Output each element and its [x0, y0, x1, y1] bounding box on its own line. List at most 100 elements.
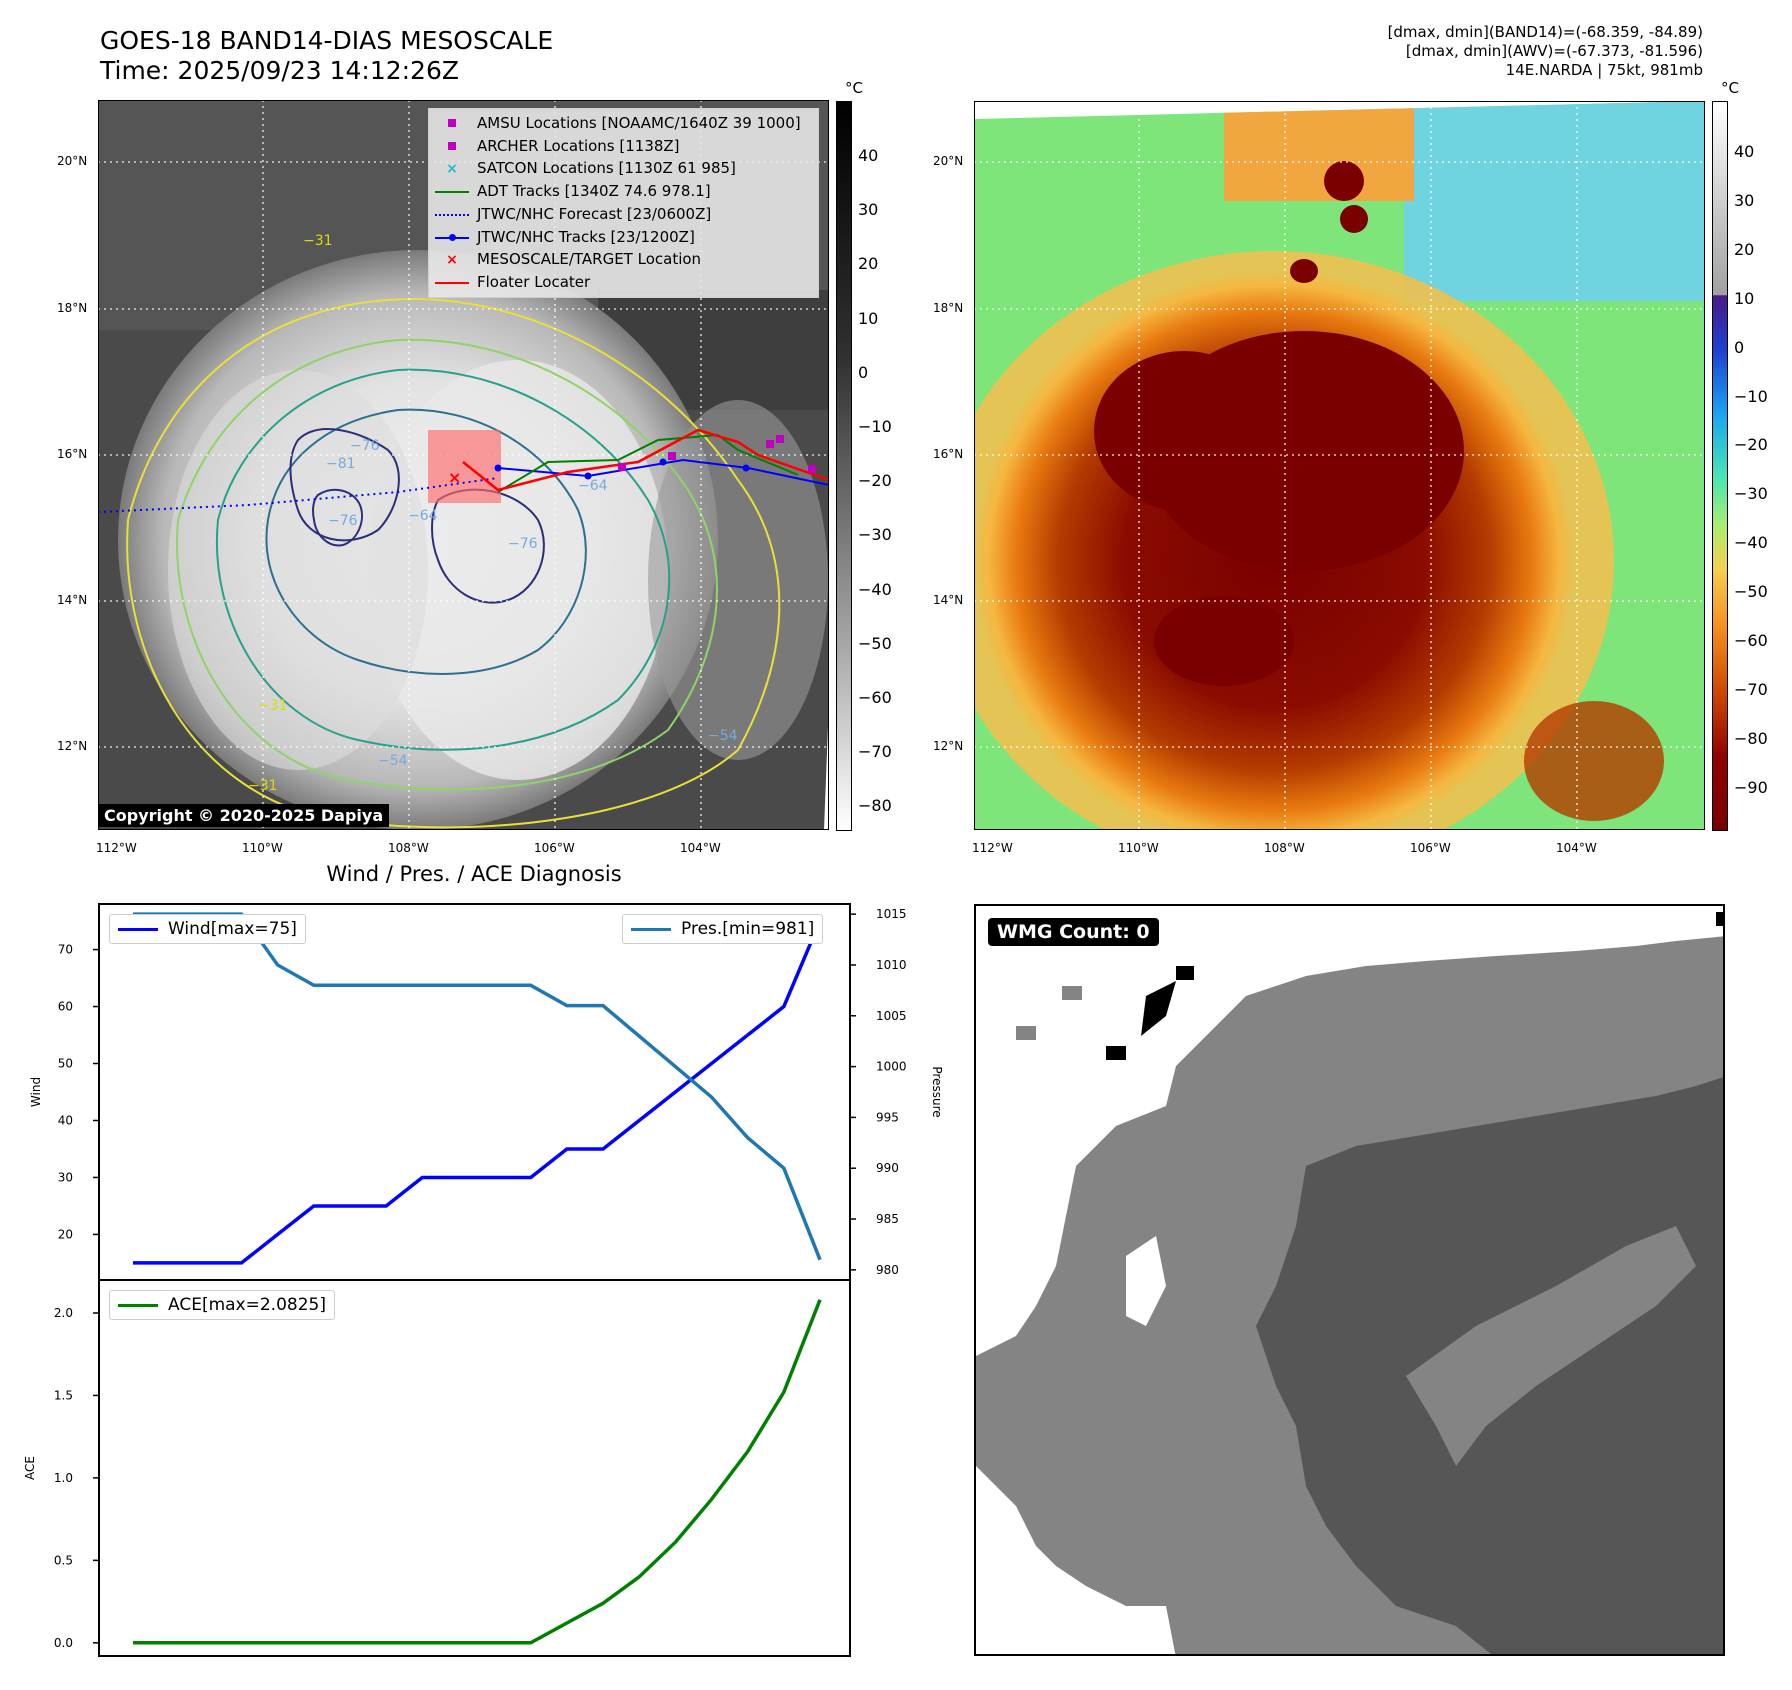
legend-satcon: × SATCON Locations [1130Z 61 985]: [446, 159, 736, 178]
wind-legend: Wind[max=75]: [109, 914, 306, 944]
ace-axes: [98, 1279, 851, 1657]
legend-archer: ARCHER Locations [1138Z]: [435, 135, 810, 158]
enhanced-map-panel[interactable]: [973, 100, 1706, 831]
colorbar-left-tick: 40: [858, 146, 879, 165]
figure-title: GOES-18 BAND14-DIAS MESOSCALE Time: 2025…: [100, 26, 553, 86]
wind-pres-axes: [98, 903, 851, 1281]
info-line3: 14E.NARDA | 75kt, 981mb: [1505, 61, 1703, 79]
enhanced-map-image: [973, 100, 1706, 831]
pressure-tick-label: 1000: [876, 1060, 907, 1074]
pressure-tick-label: 980: [876, 1263, 899, 1277]
legend-amsu: AMSU Locations [NOAAMC/1640Z 39 1000]: [435, 112, 810, 135]
colorbar-right-tick: 20: [1734, 239, 1755, 259]
lon-tick: 108°W: [388, 841, 429, 855]
lat-tick: 18°N: [57, 301, 88, 315]
floater-box: [428, 430, 501, 503]
legend-adt: ADT Tracks [1340Z 74.6 978.1]: [435, 180, 810, 203]
colorbar-left-tick: −10: [858, 417, 892, 436]
wmg-image: [976, 912, 1723, 1654]
colorbar-left-tick: −40: [858, 579, 892, 599]
colorbar-right-tick: −90: [1734, 777, 1768, 797]
colorbar-right-unit: °C: [1721, 79, 1739, 97]
svg-text:−31: −31: [248, 778, 278, 794]
pressure-tick-label: 1005: [876, 1009, 907, 1023]
wind-ylabel: Wind: [29, 1077, 43, 1107]
lon-tick: 110°W: [1118, 841, 1159, 855]
lat-tick: 14°N: [933, 593, 964, 607]
title-line2: Time: 2025/09/23 14:12:26Z: [100, 56, 459, 85]
ace-tick-label: 1.5: [54, 1388, 73, 1402]
colorbar-left-tick: −30: [858, 525, 892, 545]
colorbar-left-tick: 10: [858, 308, 879, 328]
lon-tick: 104°W: [1556, 841, 1597, 855]
pressure-tick-label: 985: [876, 1212, 899, 1226]
wind-legend-swatch: [118, 927, 158, 931]
svg-text:−64: −64: [578, 478, 608, 494]
svg-text:−76: −76: [350, 438, 380, 454]
diagnosis-chart: 20 30 40 50 60 70 980 985 990 995 1000 1005 1010 101…: [23, 903, 944, 1657]
colorbar-left-tick: −50: [858, 633, 892, 653]
colorbar-right-tick: −70: [1734, 679, 1768, 699]
svg-text:−81: −81: [326, 456, 356, 472]
colorbar-right-tick: −80: [1734, 728, 1768, 748]
colorbar-right-tick: −20: [1734, 435, 1768, 455]
colorbar-right-tick: 40: [1734, 142, 1755, 161]
map-legend: AMSU Locations [NOAAMC/1640Z 39 1000] AR…: [428, 108, 819, 298]
wind-line: [133, 920, 822, 1265]
svg-text:−54: −54: [708, 728, 738, 744]
pressure-line: [133, 912, 822, 1261]
lon-tick: 104°W: [680, 841, 721, 855]
wind-tick-label: 20: [58, 1227, 73, 1241]
pressure-tick-label: 995: [876, 1110, 899, 1124]
wind-tick-label: 70: [58, 943, 73, 957]
lat-tick: 16°N: [57, 447, 88, 461]
colorbar-right-tick: −60: [1734, 631, 1768, 650]
ace-tick-label: 0.0: [54, 1636, 73, 1650]
stats-info: [dmax, dmin](BAND14)=(-68.359, -84.89) […: [1388, 23, 1703, 80]
pressure-tick-label: 1015: [876, 907, 907, 921]
lon-tick: 110°W: [242, 841, 283, 855]
pressure-tick-label: 990: [876, 1161, 899, 1175]
info-line2: [dmax, dmin](AWV)=(-67.373, -81.596): [1405, 42, 1703, 60]
svg-text:−64: −64: [408, 508, 438, 524]
colorbar-right-tick: −10: [1734, 386, 1768, 406]
legend-floater: Floater Locater: [435, 271, 810, 294]
lon-tick: 112°W: [972, 841, 1013, 855]
title-line1: GOES-18 BAND14-DIAS MESOSCALE: [100, 26, 554, 55]
colorbar-left-tick: −70: [858, 742, 892, 762]
ir-map-panel[interactable]: × −76 −64 −81 −76 −76 −31 −31 −31 −54 −54 −64 AMSU…: [97, 99, 830, 831]
lat-tick: 18°N: [933, 301, 964, 315]
ace-line: [133, 1299, 822, 1645]
colorbar-left-tick: −60: [858, 688, 892, 707]
wind-tick-label: 50: [58, 1057, 73, 1071]
svg-text:−31: −31: [258, 698, 288, 714]
ace-tick-label: 1.0: [54, 1471, 73, 1485]
legend-target: × MESOSCALE/TARGET Location: [446, 250, 702, 269]
ace-tick-label: 0.5: [54, 1553, 73, 1567]
pressure-ylabel: Pressure: [930, 1066, 944, 1117]
colorbar-right-tick: −50: [1734, 582, 1768, 602]
svg-text:−76: −76: [508, 536, 538, 552]
colorbar-left-tick: 30: [858, 200, 879, 220]
wind-tick-label: 40: [58, 1113, 73, 1127]
lat-tick: 20°N: [933, 154, 964, 168]
colorbar-right-tick: −30: [1734, 484, 1768, 504]
colorbar-left-tick: 0: [858, 362, 869, 382]
ace-legend: ACE[max=2.0825]: [109, 1290, 335, 1320]
lat-tick: 12°N: [57, 739, 88, 753]
lat-tick: 14°N: [57, 593, 88, 607]
wmg-panel[interactable]: WMG Count: 0: [974, 904, 1725, 1656]
colorbar-right-tick: 10: [1734, 288, 1755, 308]
lat-tick: 12°N: [933, 739, 964, 753]
ace-tick-label: 2.0: [54, 1306, 73, 1320]
lon-tick: 106°W: [1410, 841, 1451, 855]
wind-tick-label: 60: [58, 1000, 73, 1014]
colorbar-right: [1712, 101, 1728, 831]
lon-tick: 112°W: [96, 841, 137, 855]
pressure-legend-label: Pres.[min=981]: [681, 919, 815, 939]
colorbar-right-tick: 0: [1734, 337, 1745, 357]
lat-tick: 20°N: [57, 154, 88, 168]
ace-legend-swatch: [118, 1303, 158, 1307]
ace-legend-label: ACE[max=2.0825]: [168, 1295, 326, 1315]
pressure-legend-swatch: [631, 927, 671, 931]
